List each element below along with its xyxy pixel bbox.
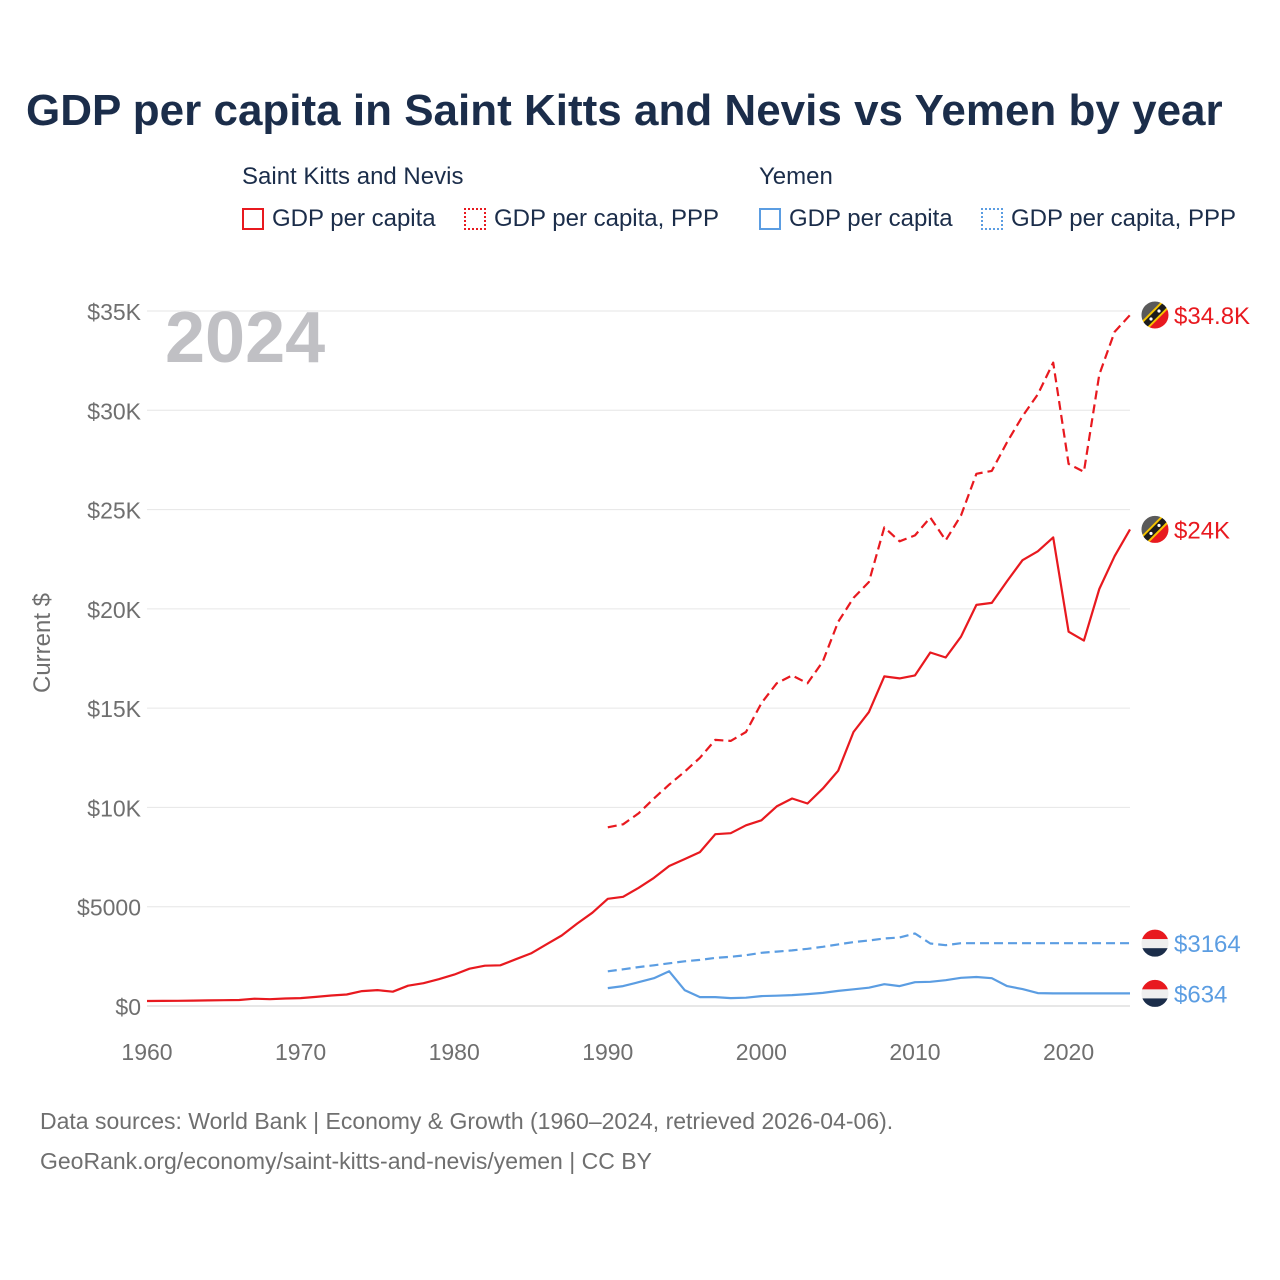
x-tick-label: 1990: [582, 1039, 633, 1065]
series-line-1: [607, 314, 1131, 829]
y-tick-label: $15K: [87, 696, 141, 722]
x-tick-label: 1960: [121, 1039, 172, 1065]
footer-url: GeoRank.org/economy/saint-kitts-and-nevi…: [40, 1148, 652, 1174]
y-tick-label: $10K: [87, 795, 141, 821]
chart-area: $0 $5000 $10K $15K $20K $25K $30K $35K 1960 1970 1…: [29, 298, 1250, 1065]
series-line-2: [607, 970, 1130, 1000]
flag-marker: [1140, 300, 1170, 330]
legend-swatch-solid-blue: [759, 208, 781, 230]
legend-item-kn-gdp-ppp[interactable]: GDP per capita, PPP: [464, 204, 719, 234]
legend-label: GDP per capita: [272, 205, 436, 232]
x-tick-label: 1970: [275, 1039, 326, 1065]
legend-label: GDP per capita: [789, 205, 953, 232]
y-tick-label: $30K: [87, 398, 141, 424]
y-tick-label: $0: [115, 994, 141, 1020]
x-tick-label: 1980: [429, 1039, 480, 1065]
legend-item-ye-gdp[interactable]: GDP per capita: [759, 204, 953, 234]
flag-marker: [1140, 928, 1170, 958]
x-tick-label: 2010: [889, 1039, 940, 1065]
legend-swatch-solid-red: [242, 208, 264, 230]
legend-swatch-dotted-red: [464, 208, 486, 230]
y-tick-label: $20K: [87, 597, 141, 623]
series-line-0: [146, 528, 1131, 1003]
x-tick-label: 2000: [736, 1039, 787, 1065]
legend-group-saint-kitts-and-nevis: Saint Kitts and Nevis: [242, 163, 464, 190]
legend-swatch-dotted-blue: [981, 208, 1003, 230]
chart-title: GDP per capita in Saint Kitts and Nevis …: [26, 86, 1223, 135]
y-tick-label: $25K: [87, 498, 141, 524]
y-tick-label: $35K: [87, 299, 141, 325]
y-axis-label: Current $: [29, 593, 56, 693]
series-line-3: [607, 932, 1130, 973]
year-watermark: 2024: [165, 298, 325, 378]
end-value-label: $3164: [1174, 931, 1241, 958]
legend-item-kn-gdp[interactable]: GDP per capita: [242, 204, 436, 234]
legend-group-yemen: Yemen: [759, 163, 833, 190]
y-tick-label: $5000: [77, 895, 141, 921]
legend-label: GDP per capita, PPP: [1011, 205, 1236, 232]
flag-marker: [1140, 978, 1170, 1008]
end-value-label: $34.8K: [1174, 303, 1250, 330]
end-value-label: $634: [1174, 981, 1227, 1008]
end-value-label: $24K: [1174, 517, 1230, 544]
x-tick-label: 2020: [1043, 1039, 1094, 1065]
footer-sources: Data sources: World Bank | Economy & Gro…: [40, 1108, 894, 1134]
legend-item-ye-gdp-ppp[interactable]: GDP per capita, PPP: [981, 204, 1236, 234]
flag-marker: [1140, 514, 1170, 544]
legend-label: GDP per capita, PPP: [494, 205, 719, 232]
